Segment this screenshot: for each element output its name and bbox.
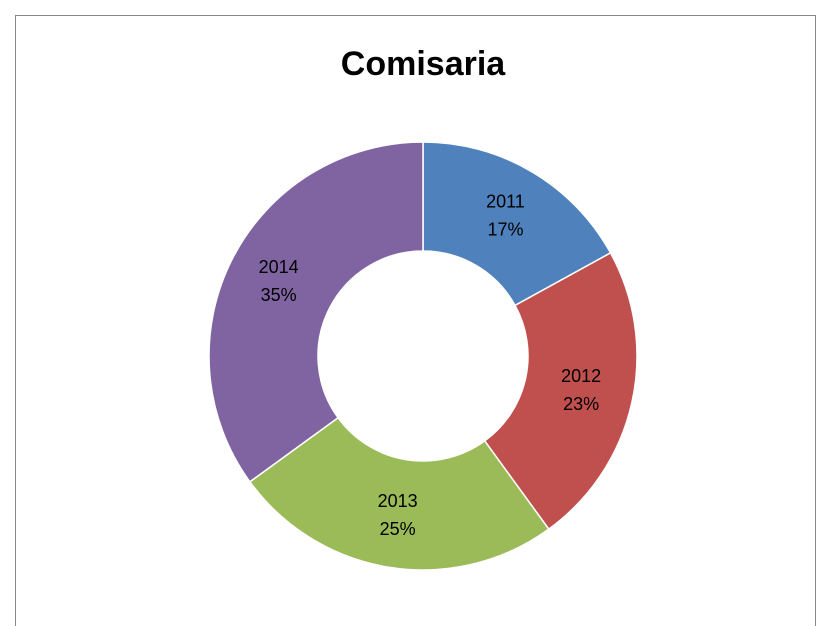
donut-slice xyxy=(422,141,612,307)
slice-category-label: 2011 xyxy=(486,191,525,211)
slice-value-label: 17% xyxy=(487,219,523,239)
slice-value-label: 25% xyxy=(380,519,416,539)
chart-title: Comisaria xyxy=(341,45,506,83)
slice-category-label: 2014 xyxy=(259,257,299,277)
donut-slice xyxy=(248,416,550,571)
slice-category-label: 2013 xyxy=(378,491,418,511)
donut-slice xyxy=(483,251,638,531)
slice-category-label: 2012 xyxy=(561,366,601,386)
donut-slice xyxy=(208,141,424,483)
slice-value-label: 35% xyxy=(261,285,297,305)
slice-value-label: 23% xyxy=(563,394,599,414)
